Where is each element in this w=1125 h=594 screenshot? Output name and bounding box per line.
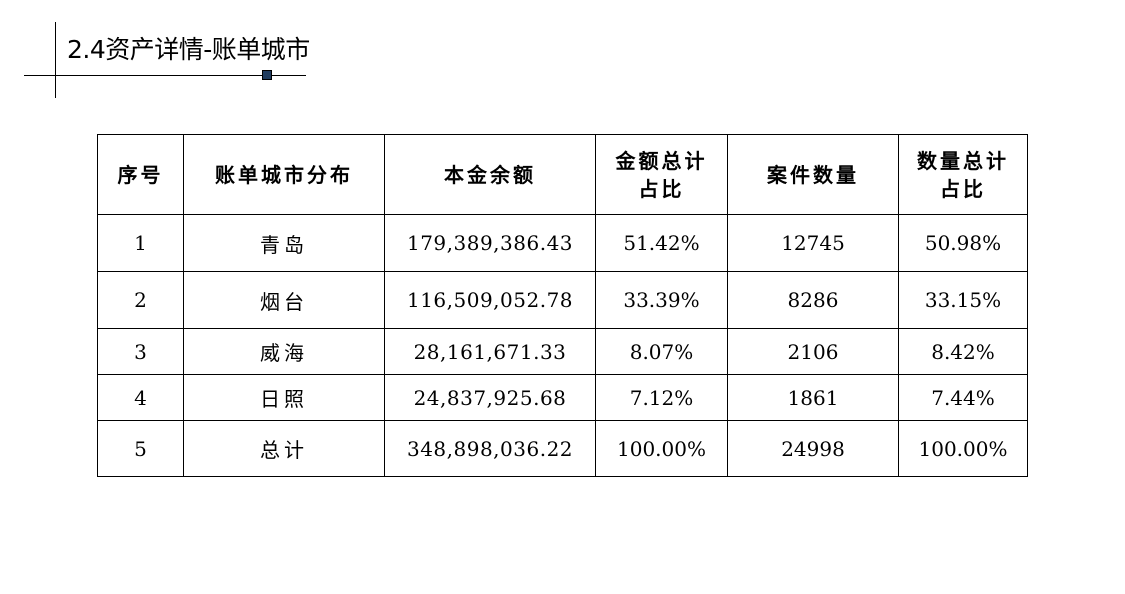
header-case-count: 案件数量: [727, 134, 899, 215]
cell-count-share: 7.44%: [898, 374, 1028, 421]
crop-mark-vertical: [55, 22, 56, 98]
cell-city: 日照: [183, 374, 385, 421]
cell-principal-balance: 179,389,386.43: [384, 214, 596, 272]
cell-case-count: 1861: [727, 374, 899, 421]
table-row: 4 日照 24,837,925.68 7.12% 1861 7.44%: [97, 374, 1028, 421]
cell-case-count: 12745: [727, 214, 899, 272]
cell-city: 总计: [183, 420, 385, 477]
cell-count-share: 50.98%: [898, 214, 1028, 272]
cell-amount-share: 51.42%: [595, 214, 728, 272]
cell-case-count: 2106: [727, 328, 899, 375]
crop-mark-horizontal: [24, 75, 306, 76]
cell-case-count: 8286: [727, 271, 899, 329]
cell-count-share: 33.15%: [898, 271, 1028, 329]
cell-count-share: 8.42%: [898, 328, 1028, 375]
cell-principal-balance: 28,161,671.33: [384, 328, 596, 375]
cell-city: 烟台: [183, 271, 385, 329]
header-city: 账单城市分布: [183, 134, 385, 215]
cell-principal-balance: 116,509,052.78: [384, 271, 596, 329]
cell-index: 4: [97, 374, 184, 421]
table-row: 1 青岛 179,389,386.43 51.42% 12745 50.98%: [97, 214, 1028, 272]
header-amount-share: 金额总计占比: [595, 134, 728, 215]
cell-principal-balance: 348,898,036.22: [384, 420, 596, 477]
header-count-share: 数量总计占比: [898, 134, 1028, 215]
header-index: 序号: [97, 134, 184, 215]
cell-index: 1: [97, 214, 184, 272]
cell-index: 2: [97, 271, 184, 329]
cell-index: 5: [97, 420, 184, 477]
cell-city: 青岛: [183, 214, 385, 272]
selection-handle-icon[interactable]: [262, 70, 272, 80]
cell-case-count: 24998: [727, 420, 899, 477]
cell-count-share: 100.00%: [898, 420, 1028, 477]
table-header-row: 序号 账单城市分布 本金余额 金额总计占比 案件数量 数量总计占比: [97, 134, 1028, 215]
table-row: 3 威海 28,161,671.33 8.07% 2106 8.42%: [97, 328, 1028, 375]
cell-amount-share: 7.12%: [595, 374, 728, 421]
header-principal-balance: 本金余额: [384, 134, 596, 215]
cell-city: 威海: [183, 328, 385, 375]
cell-amount-share: 8.07%: [595, 328, 728, 375]
cell-index: 3: [97, 328, 184, 375]
city-distribution-table: 序号 账单城市分布 本金余额 金额总计占比 案件数量 数量总计占比 1 青岛 1…: [97, 134, 1028, 477]
section-title: 2.4资产详情-账单城市: [67, 35, 310, 64]
cell-principal-balance: 24,837,925.68: [384, 374, 596, 421]
cell-amount-share: 33.39%: [595, 271, 728, 329]
table-row-total: 5 总计 348,898,036.22 100.00% 24998 100.00…: [97, 420, 1028, 477]
cell-amount-share: 100.00%: [595, 420, 728, 477]
table-row: 2 烟台 116,509,052.78 33.39% 8286 33.15%: [97, 271, 1028, 329]
section-heading: 2.4资产详情-账单城市: [0, 0, 1125, 110]
